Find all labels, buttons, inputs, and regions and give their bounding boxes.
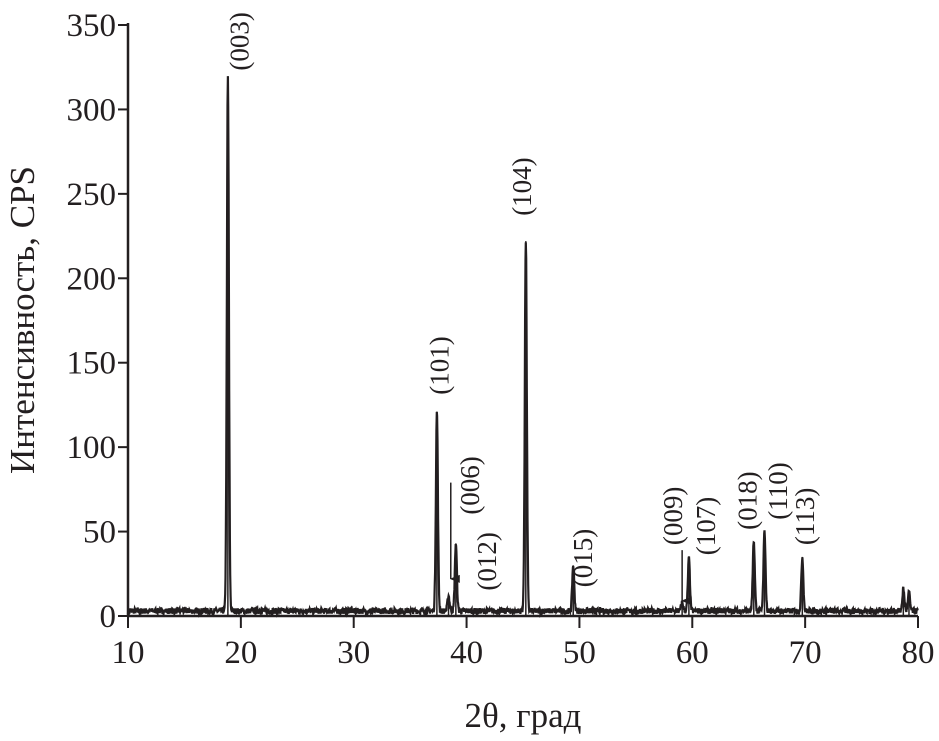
x-tick-label: 50 (563, 635, 596, 671)
plot-area (126, 76, 919, 619)
x-tick-label: 40 (450, 635, 483, 671)
y-tick-label: 100 (67, 430, 117, 466)
peak-label: (015) (568, 529, 598, 587)
y-tick-label: 300 (67, 92, 117, 128)
axes: 10 20 30 40 50 60 70 80 0 50 100 150 200 250 300 350 (67, 8, 935, 671)
x-tick-label: 20 (224, 635, 257, 671)
peak-label: (110) (763, 462, 793, 519)
y-tick-label: 50 (83, 515, 116, 551)
peak-label: (012) (472, 532, 502, 590)
peak-label: (104) (507, 157, 537, 215)
x-tick-label: 30 (337, 635, 370, 671)
x-axis-title: 2θ, град (465, 696, 582, 735)
y-tick-label: 150 (67, 346, 117, 382)
peak-annotations: (003) (101) (006) (012) (104) (015) (009) (107)… (225, 12, 820, 605)
peak-label: (009) (658, 487, 688, 545)
spectrum-line (126, 76, 919, 619)
peak-label: (003) (225, 12, 255, 70)
peak-label: (107) (691, 497, 721, 555)
peak-label: (018) (733, 471, 763, 529)
peak-label: (006) (455, 456, 485, 514)
y-tick-label: 200 (67, 261, 117, 297)
peak-label: (113) (790, 488, 820, 545)
y-tick-label: 0 (100, 599, 117, 635)
y-axis-title: Интенсивность, CPS (3, 166, 42, 474)
y-tick-label: 350 (67, 8, 117, 44)
y-tick-label: 250 (67, 177, 117, 213)
x-tick-label: 10 (112, 635, 145, 671)
x-tick-label: 70 (789, 635, 822, 671)
x-tick-label: 60 (676, 635, 709, 671)
x-tick-label: 80 (902, 635, 935, 671)
peak-label: (101) (424, 336, 454, 394)
